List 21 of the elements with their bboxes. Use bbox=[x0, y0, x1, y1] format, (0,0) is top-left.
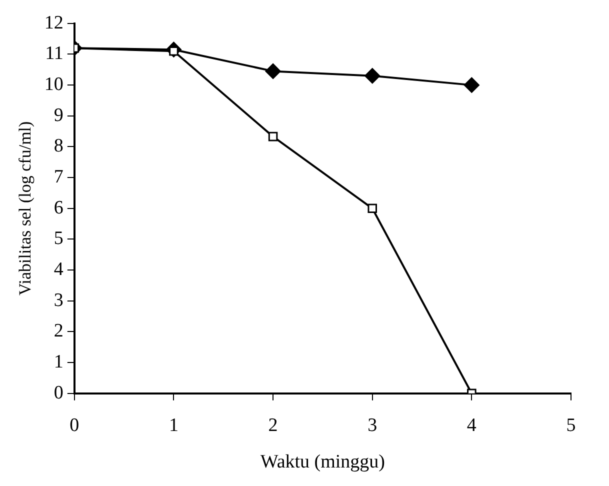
x-axis-title: Waktu (minggu) bbox=[260, 452, 385, 473]
x-tick-label: 2 bbox=[268, 414, 278, 436]
y-tick-label: 2 bbox=[54, 320, 64, 342]
y-tick-label: 7 bbox=[54, 166, 64, 188]
y-tick-label: 0 bbox=[54, 382, 64, 404]
x-tick-label: 5 bbox=[566, 414, 576, 436]
x-tick-label: 3 bbox=[368, 414, 378, 436]
x-tick-label: 0 bbox=[70, 414, 80, 436]
y-tick-label: 1 bbox=[54, 352, 64, 373]
y-tick-label: 8 bbox=[54, 136, 64, 157]
y-axis-title: Viabilitas sel (log cfu/ml) bbox=[16, 121, 35, 296]
x-tick-label: 1 bbox=[168, 414, 178, 436]
y-tick-label: 4 bbox=[54, 259, 64, 280]
y-tick-label: 10 bbox=[44, 74, 64, 96]
x-tick-label: 4 bbox=[466, 414, 477, 436]
y-tick-label: 6 bbox=[54, 197, 64, 218]
y-tick-label: 12 bbox=[44, 12, 64, 34]
y-tick-label: 5 bbox=[54, 228, 64, 250]
y-tick-label: 3 bbox=[54, 290, 64, 311]
y-tick-label: 9 bbox=[54, 104, 64, 126]
y-tick-label: 11 bbox=[45, 43, 64, 64]
